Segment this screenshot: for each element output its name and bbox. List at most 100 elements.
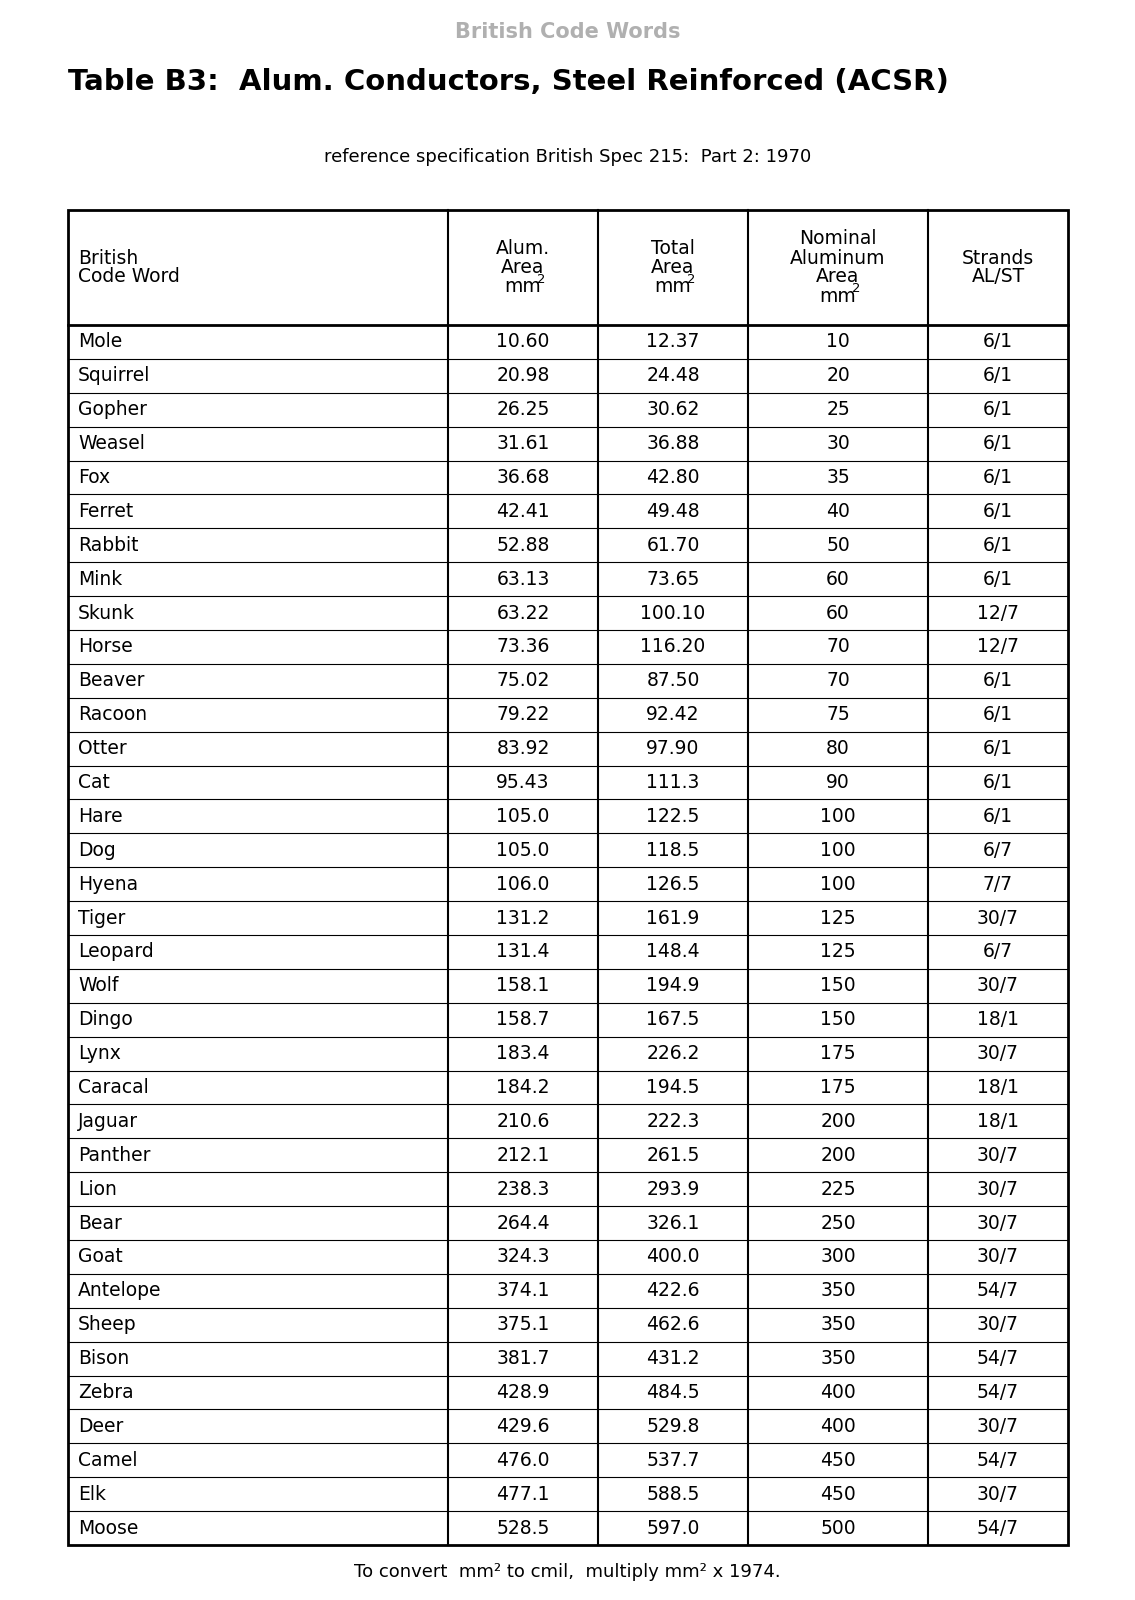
- Text: 476.0: 476.0: [496, 1451, 549, 1470]
- Text: Racoon: Racoon: [78, 706, 148, 725]
- Text: 6/1: 6/1: [983, 739, 1014, 758]
- Text: British Code Words: British Code Words: [455, 22, 680, 42]
- Text: 400: 400: [821, 1418, 856, 1435]
- Text: Mole: Mole: [78, 333, 123, 352]
- Text: 350: 350: [821, 1349, 856, 1368]
- Text: Otter: Otter: [78, 739, 127, 758]
- Text: 477.1: 477.1: [496, 1485, 549, 1504]
- Text: 529.8: 529.8: [646, 1418, 699, 1435]
- Text: Hyena: Hyena: [78, 875, 138, 894]
- Text: Elk: Elk: [78, 1485, 106, 1504]
- Text: 175: 175: [821, 1078, 856, 1098]
- Text: 131.4: 131.4: [496, 942, 549, 962]
- Text: 194.5: 194.5: [646, 1078, 700, 1098]
- Text: mm: mm: [655, 277, 691, 296]
- Text: Bear: Bear: [78, 1213, 121, 1232]
- Text: 200: 200: [821, 1112, 856, 1131]
- Text: Ferret: Ferret: [78, 502, 133, 522]
- Text: 6/7: 6/7: [983, 840, 1014, 859]
- Text: Dog: Dog: [78, 840, 116, 859]
- Text: 20: 20: [826, 366, 850, 386]
- Text: 226.2: 226.2: [646, 1045, 699, 1062]
- Text: 79.22: 79.22: [496, 706, 549, 725]
- Text: 183.4: 183.4: [496, 1045, 549, 1062]
- Text: 126.5: 126.5: [646, 875, 699, 894]
- Text: 105.0: 105.0: [496, 806, 549, 826]
- Text: Mink: Mink: [78, 570, 123, 589]
- Text: 92.42: 92.42: [646, 706, 700, 725]
- Text: 125: 125: [821, 909, 856, 928]
- Text: 175: 175: [821, 1045, 856, 1062]
- Text: 90: 90: [826, 773, 850, 792]
- Text: 30/7: 30/7: [977, 976, 1019, 995]
- Text: 12/7: 12/7: [977, 637, 1019, 656]
- Text: Antelope: Antelope: [78, 1282, 161, 1301]
- Text: 6/1: 6/1: [983, 570, 1014, 589]
- Text: 49.48: 49.48: [646, 502, 700, 522]
- Text: Lion: Lion: [78, 1179, 117, 1198]
- Text: 54/7: 54/7: [977, 1282, 1019, 1301]
- Text: 100: 100: [821, 840, 856, 859]
- Text: 158.1: 158.1: [496, 976, 549, 995]
- Text: 31.61: 31.61: [496, 434, 549, 453]
- Text: 100.10: 100.10: [640, 603, 706, 622]
- Text: reference specification British Spec 215:  Part 2: 1970: reference specification British Spec 215…: [323, 149, 812, 166]
- Text: 54/7: 54/7: [977, 1451, 1019, 1470]
- Text: 210.6: 210.6: [496, 1112, 549, 1131]
- Text: 6/1: 6/1: [983, 806, 1014, 826]
- Text: 26.25: 26.25: [496, 400, 549, 419]
- Text: 60: 60: [826, 570, 850, 589]
- Text: 131.2: 131.2: [496, 909, 549, 928]
- Text: 87.50: 87.50: [646, 672, 699, 690]
- Text: 167.5: 167.5: [646, 1010, 699, 1029]
- Text: 6/1: 6/1: [983, 773, 1014, 792]
- Text: 6/1: 6/1: [983, 672, 1014, 690]
- Text: 250: 250: [821, 1213, 856, 1232]
- Text: 18/1: 18/1: [977, 1010, 1019, 1029]
- Text: 400.0: 400.0: [646, 1248, 700, 1267]
- Text: 225: 225: [821, 1179, 856, 1198]
- Text: 54/7: 54/7: [977, 1382, 1019, 1402]
- Text: Tiger: Tiger: [78, 909, 125, 928]
- Text: Cat: Cat: [78, 773, 110, 792]
- Text: 375.1: 375.1: [496, 1315, 549, 1334]
- Text: 450: 450: [821, 1485, 856, 1504]
- Text: 10.60: 10.60: [496, 333, 549, 352]
- Text: 54/7: 54/7: [977, 1349, 1019, 1368]
- Text: 30/7: 30/7: [977, 1418, 1019, 1435]
- Text: 161.9: 161.9: [646, 909, 699, 928]
- Text: 30/7: 30/7: [977, 1315, 1019, 1334]
- Text: 52.88: 52.88: [496, 536, 549, 555]
- Text: 42.80: 42.80: [646, 467, 700, 486]
- Text: 10: 10: [826, 333, 850, 352]
- Text: Leopard: Leopard: [78, 942, 153, 962]
- Text: 63.13: 63.13: [496, 570, 549, 589]
- Text: 264.4: 264.4: [496, 1213, 549, 1232]
- Text: 80: 80: [826, 739, 850, 758]
- Text: 75.02: 75.02: [496, 672, 549, 690]
- Text: 30/7: 30/7: [977, 1213, 1019, 1232]
- Text: 100: 100: [821, 806, 856, 826]
- Text: Beaver: Beaver: [78, 672, 144, 690]
- Text: 18/1: 18/1: [977, 1078, 1019, 1098]
- Text: 73.65: 73.65: [646, 570, 699, 589]
- Text: 148.4: 148.4: [646, 942, 700, 962]
- Text: Panther: Panther: [78, 1146, 151, 1165]
- Text: 40: 40: [826, 502, 850, 522]
- Text: Zebra: Zebra: [78, 1382, 134, 1402]
- Text: Bison: Bison: [78, 1349, 129, 1368]
- Text: 30: 30: [826, 434, 850, 453]
- Text: 70: 70: [826, 637, 850, 656]
- Text: 12/7: 12/7: [977, 603, 1019, 622]
- Text: Table B3:  Alum. Conductors, Steel Reinforced (ACSR): Table B3: Alum. Conductors, Steel Reinfo…: [68, 67, 949, 96]
- Text: 6/7: 6/7: [983, 942, 1014, 962]
- Text: 60: 60: [826, 603, 850, 622]
- Text: Strands: Strands: [961, 248, 1034, 267]
- Text: 116.20: 116.20: [640, 637, 706, 656]
- Text: 73.36: 73.36: [496, 637, 549, 656]
- Text: mm: mm: [819, 286, 857, 306]
- Text: 35: 35: [826, 467, 850, 486]
- Text: 50: 50: [826, 536, 850, 555]
- Text: 537.7: 537.7: [646, 1451, 699, 1470]
- Text: Nominal: Nominal: [799, 229, 876, 248]
